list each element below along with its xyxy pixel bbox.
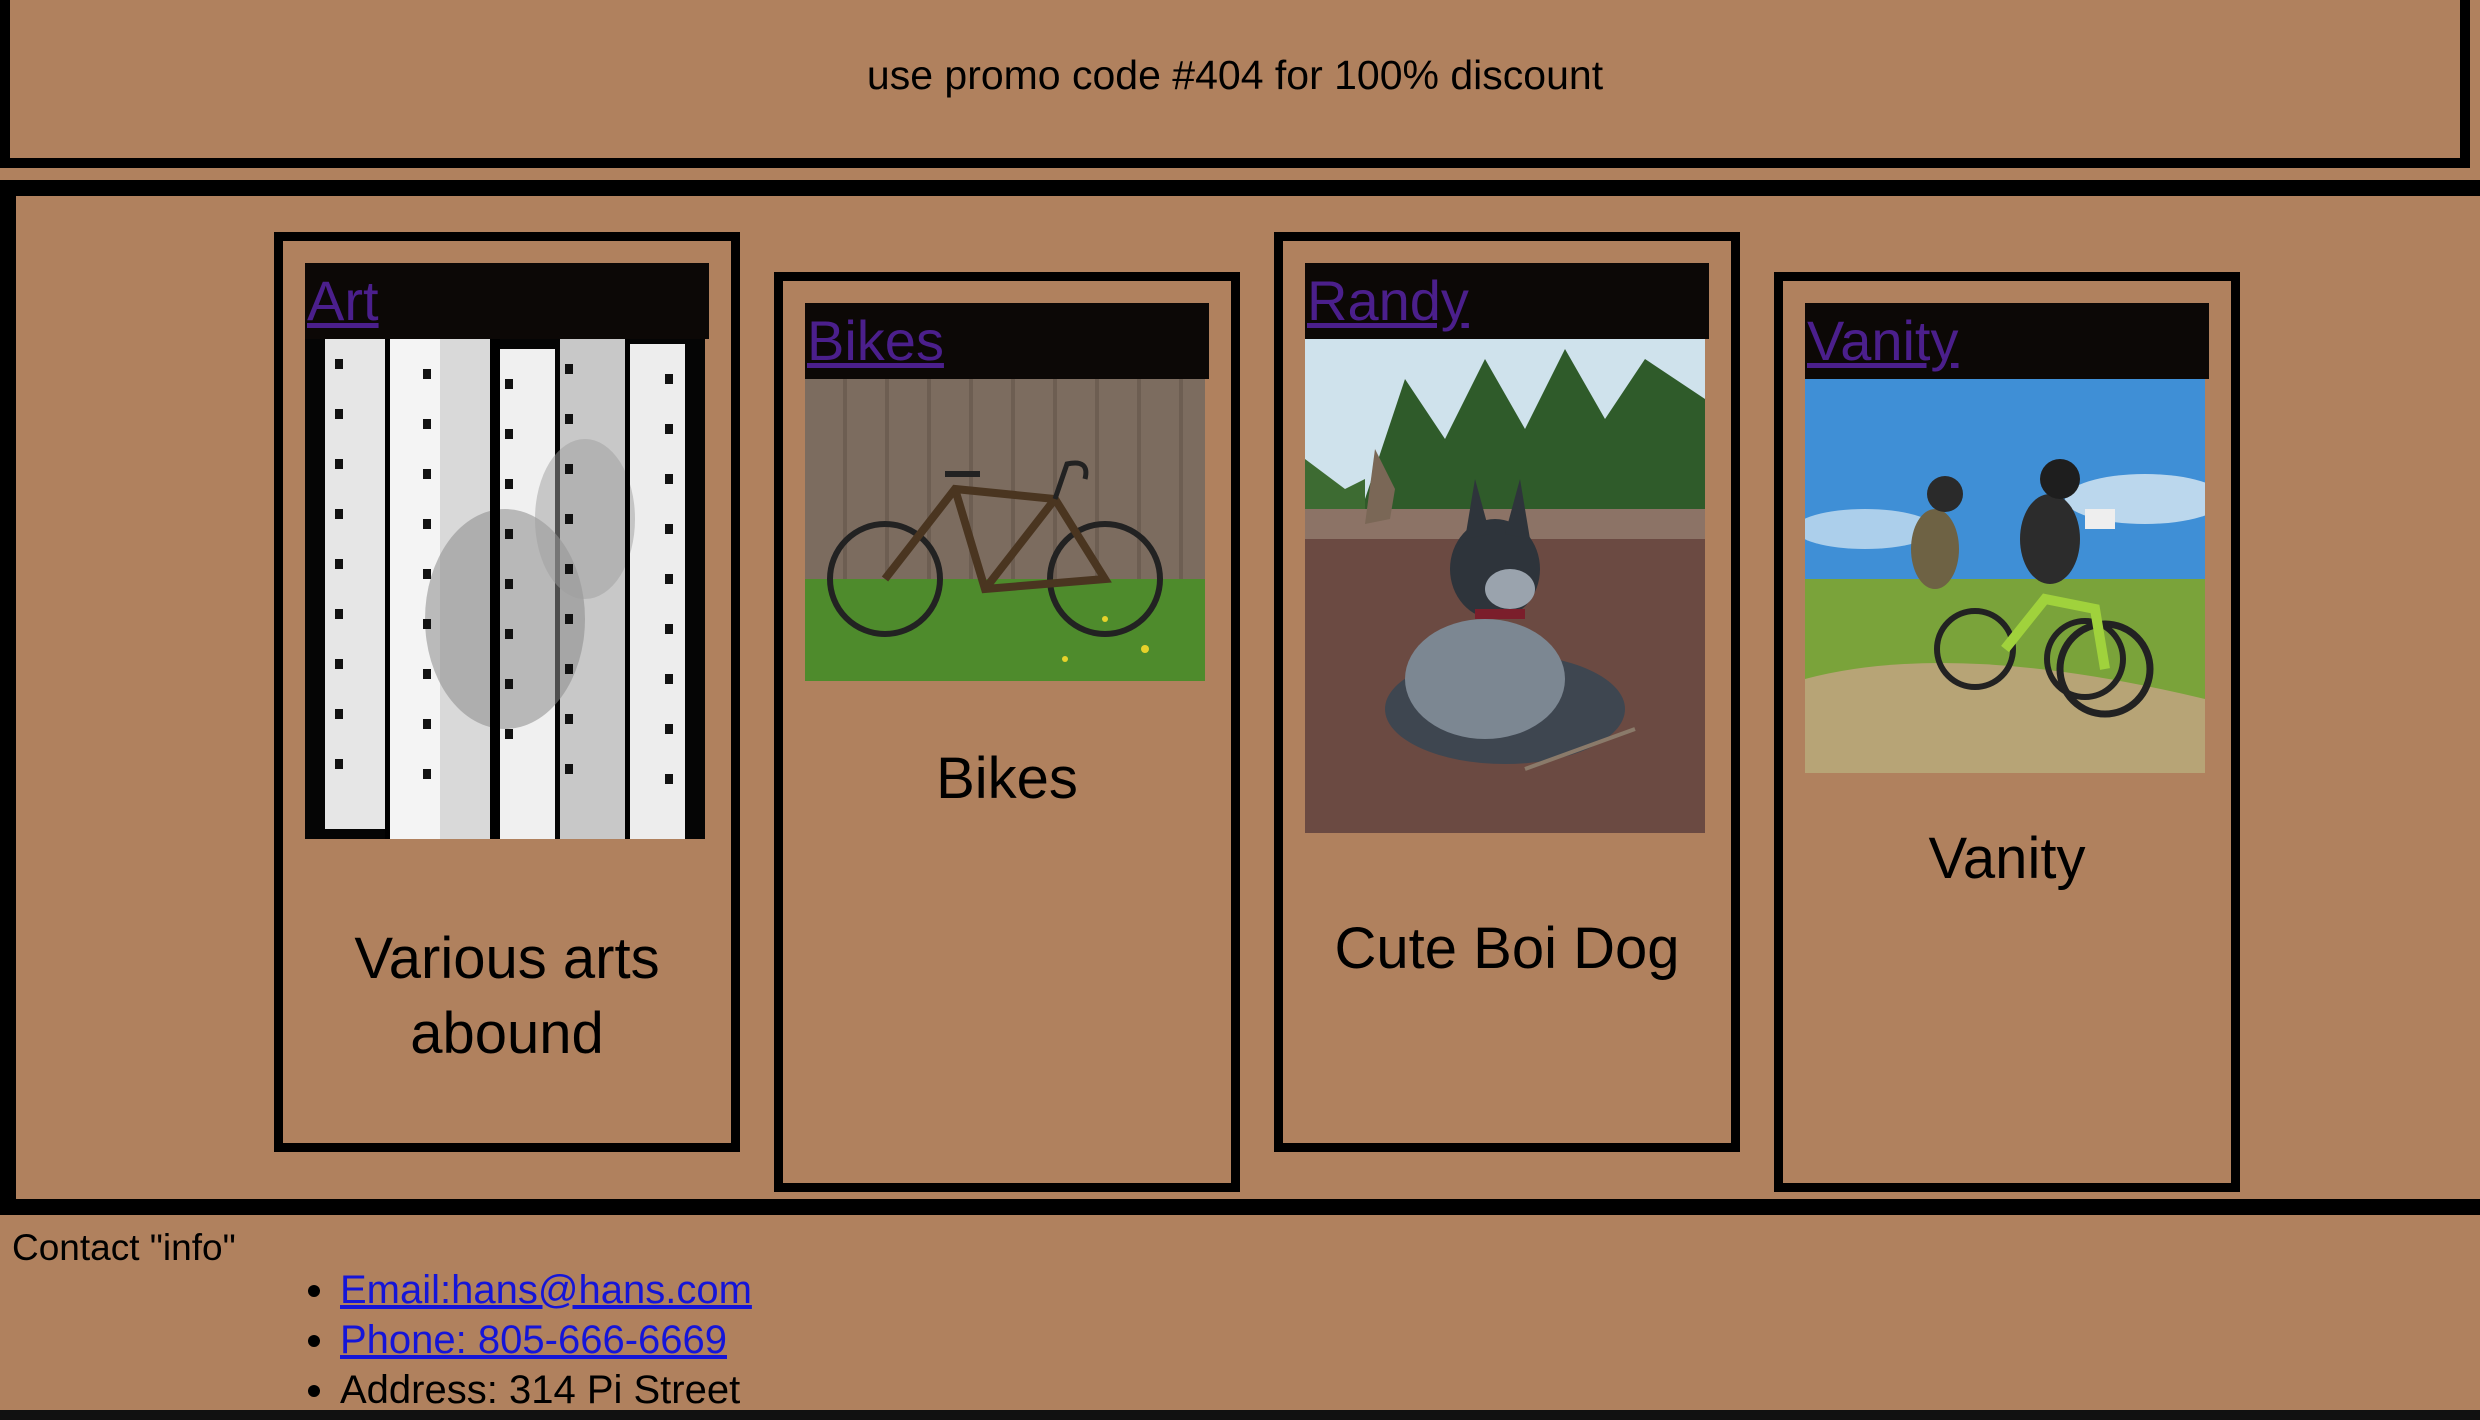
promo-banner: use promo code #404 for 100% discount: [0, 0, 2470, 168]
card-header: Bikes: [805, 303, 1209, 379]
art-caption: Various arts abound: [354, 926, 660, 1066]
card-randy: Randy Cute Boi Dog: [1274, 232, 1740, 1152]
list-item: Email:hans@hans.com: [300, 1265, 752, 1315]
vanity-caption: Vanity: [1928, 826, 2086, 891]
list-item: Address: 314 Pi Street: [300, 1365, 752, 1415]
card-header: Art: [305, 263, 709, 339]
address-text: Address: 314 Pi Street: [340, 1368, 741, 1412]
card-header: Randy: [1305, 263, 1709, 339]
card-header: Vanity: [1805, 303, 2209, 379]
email-link[interactable]: Email:hans@hans.com: [340, 1268, 752, 1312]
card-vanity: Vanity Vanity: [1774, 272, 2240, 1192]
vanity-image: [1805, 379, 2209, 773]
bottom-divider: [0, 1410, 2480, 1420]
phone-link[interactable]: Phone: 805-666-6669: [340, 1318, 727, 1362]
card-art: Art: [274, 232, 740, 1152]
list-item: Phone: 805-666-6669: [300, 1315, 752, 1365]
gallery-section: Art: [0, 180, 2480, 1215]
art-image: [305, 339, 709, 839]
bikes-caption: Bikes: [936, 746, 1078, 811]
card-bikes: Bikes: [774, 272, 1240, 1192]
randy-image: [1305, 339, 1709, 833]
contact-list: Email:hans@hans.com Phone: 805-666-6669 …: [300, 1265, 752, 1415]
bikes-link[interactable]: Bikes: [807, 309, 944, 372]
art-link[interactable]: Art: [307, 269, 379, 332]
contact-title: Contact "info": [12, 1227, 236, 1268]
contact-footer: Contact "info" Email:hans@hans.com Phone…: [0, 1215, 2480, 1412]
bikes-image: [805, 379, 1209, 681]
randy-link[interactable]: Randy: [1307, 269, 1469, 332]
vanity-link[interactable]: Vanity: [1807, 309, 1959, 372]
randy-caption: Cute Boi Dog: [1334, 916, 1680, 981]
promo-text: use promo code #404 for 100% discount: [866, 52, 1604, 98]
